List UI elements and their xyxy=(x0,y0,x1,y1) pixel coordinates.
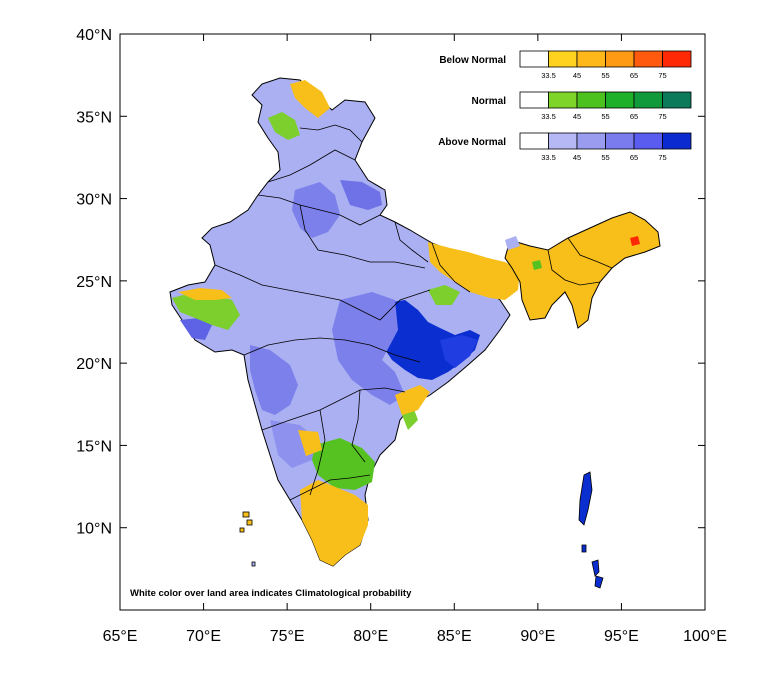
legend-swatch xyxy=(662,91,692,109)
map-shading xyxy=(169,77,661,589)
normal-patch-kashmir xyxy=(268,112,300,140)
legend-swatch xyxy=(605,50,635,68)
above-normal-dark-patch-east xyxy=(440,335,478,368)
legend-swatch xyxy=(576,91,606,109)
legend-title: Normal xyxy=(472,96,507,107)
legend-swatch xyxy=(548,132,578,150)
northeast-blue-spot xyxy=(505,236,520,250)
legend-tick-label: 45 xyxy=(573,153,581,162)
legend-tick-label: 33.5 xyxy=(541,71,556,80)
legend-swatch xyxy=(633,132,663,150)
longitude-ticks: 65°E 70°E 75°E 80°E 85°E 90°E 95°E 100°E xyxy=(103,34,727,645)
legend-swatch xyxy=(662,132,692,150)
northeast-green-spot xyxy=(532,260,542,270)
legend-tick-label: 45 xyxy=(573,71,581,80)
legend-tick-label: 75 xyxy=(658,112,666,121)
lat-tick-label: 30°N xyxy=(76,192,112,209)
legend-tick-label: 75 xyxy=(658,153,666,162)
legend-swatch xyxy=(662,50,692,68)
lon-tick-label: 90°E xyxy=(520,628,555,645)
above-normal-mid-patch-west xyxy=(250,345,298,415)
legend-tick-label: 55 xyxy=(601,153,609,162)
legend-tick-label: 55 xyxy=(601,112,609,121)
legend-tick-label: 65 xyxy=(630,112,638,121)
legend-swatch xyxy=(605,132,635,150)
lon-tick-label: 70°E xyxy=(186,628,221,645)
below-normal-patch-coastal-ap xyxy=(395,385,430,415)
legend-swatch xyxy=(576,132,606,150)
below-normal-patch-karnataka xyxy=(298,430,322,456)
lon-tick-label: 80°E xyxy=(353,628,388,645)
legend-swatch xyxy=(519,50,549,68)
normal-patch-odisha xyxy=(428,285,460,305)
legend-swatch xyxy=(633,50,663,68)
below-normal-patch-gujarat xyxy=(178,288,232,300)
above-normal-mid-patch-ne xyxy=(340,180,382,210)
legend-swatch xyxy=(519,132,549,150)
lat-tick-label: 25°N xyxy=(76,274,112,291)
lon-tick-label: 75°E xyxy=(270,628,305,645)
below-normal-patch-ne-plains xyxy=(428,242,520,300)
legend-tick-label: 65 xyxy=(630,71,638,80)
lon-tick-label: 65°E xyxy=(103,628,138,645)
probability-legend: Below Normal 33.5 45 55 65 75 Normal 33.5 45 55 65… xyxy=(438,50,692,162)
legend-title: Above Normal xyxy=(438,137,506,148)
lat-tick-label: 20°N xyxy=(76,356,112,373)
lat-tick-label: 10°N xyxy=(76,521,112,538)
legend-swatch xyxy=(548,91,578,109)
below-normal-patch-ladakh xyxy=(290,80,330,118)
lat-tick-label: 35°N xyxy=(76,109,112,126)
lon-tick-label: 95°E xyxy=(604,628,639,645)
latitude-ticks: 10°N 15°N 20°N 25°N 30°N 35°N 40°N xyxy=(76,27,705,538)
normal-patch-gujarat xyxy=(172,292,240,330)
legend-tick-label: 33.5 xyxy=(541,112,556,121)
lon-tick-label: 85°E xyxy=(437,628,472,645)
state-boundaries xyxy=(214,124,613,501)
legend-tick-label: 55 xyxy=(601,71,609,80)
above-normal-mid-patch-gujarat xyxy=(180,318,212,340)
legend-tick-label: 45 xyxy=(573,112,581,121)
lakshadweep-islands xyxy=(239,511,256,567)
legend-swatch xyxy=(519,91,549,109)
below-normal-patch-south-tip xyxy=(300,480,368,566)
legend-swatch xyxy=(548,50,578,68)
lat-tick-label: 40°N xyxy=(76,27,112,44)
legend-tick-label: 33.5 xyxy=(541,153,556,162)
andaman-nicobar-islands xyxy=(578,471,604,589)
legend-swatch xyxy=(576,50,606,68)
legend-title: Below Normal xyxy=(439,55,506,66)
lon-tick-label: 100°E xyxy=(683,628,727,645)
northeast-red-spot xyxy=(630,236,640,246)
climatology-note: White color over land area indicates Cli… xyxy=(130,588,412,599)
legend-swatch xyxy=(633,91,663,109)
above-normal-mid-patch-central xyxy=(332,292,405,405)
legend-tick-label: 65 xyxy=(630,153,638,162)
legend-swatch xyxy=(605,91,635,109)
lat-tick-label: 15°N xyxy=(76,438,112,455)
legend-tick-label: 75 xyxy=(658,71,666,80)
